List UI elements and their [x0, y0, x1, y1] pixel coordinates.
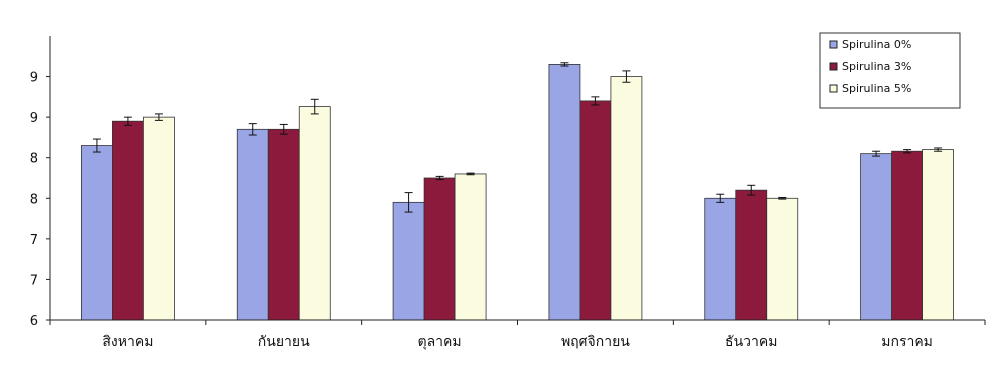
bar-spirulina-5--0 [143, 116, 175, 321]
bar-spirulina-3--2 [423, 177, 456, 321]
bar-spirulina-3--4 [735, 189, 768, 321]
y-tick-label: 7 [30, 273, 38, 288]
legend: Spirulina 0% Spirulina 3% Spirulina 5% [819, 32, 961, 109]
y-tick-label: 7 [30, 233, 38, 248]
legend-label: Spirulina 3% [842, 60, 911, 73]
legend-swatch [829, 40, 838, 49]
legend-box [819, 32, 961, 109]
legend-label: Spirulina 5% [842, 82, 911, 95]
x-tick-label: ธันวาคม [725, 334, 777, 350]
y-axis: 6 7 7 8 8 9 9 [30, 36, 51, 329]
bar-spirulina-3--5 [891, 150, 923, 321]
y-tick-label: 9 [30, 111, 38, 126]
bar-spirulina-0--2 [392, 201, 425, 321]
x-tick-label: ตุลาคม [418, 334, 462, 350]
x-tick-label: สิงหาคม [102, 334, 153, 350]
x-tick-label: พฤศจิกายน [561, 334, 630, 350]
y-tick-label: 6 [30, 314, 38, 329]
bar-spirulina-5--4 [766, 197, 799, 321]
bar-spirulina-5--1 [298, 106, 331, 321]
y-tick-label: 9 [30, 71, 38, 86]
x-axis: สิงหาคม กันยายน ตุลาคม พฤศจิกายน ธันวาคม มกรา… [49, 319, 986, 350]
bar-spirulina-5--3 [610, 76, 643, 321]
bar-spirulina-3--0 [112, 120, 144, 321]
bar-spirulina-5--5 [922, 149, 954, 321]
bar-spirulina-0--5 [860, 153, 892, 321]
y-tick-label: 8 [30, 152, 38, 167]
bar-spirulina-3--1 [267, 128, 300, 321]
bar-spirulina-0--4 [704, 197, 737, 321]
bar-spirulina-0--0 [81, 145, 113, 321]
bar-spirulina-0--1 [236, 128, 269, 321]
legend-swatch [829, 62, 838, 71]
bar-spirulina-5--2 [454, 173, 487, 321]
y-tick-label: 8 [30, 192, 38, 207]
legend-swatch [829, 84, 838, 93]
x-tick-label: มกราคม [881, 334, 933, 350]
legend-label: Spirulina 0% [842, 38, 911, 51]
bar-spirulina-3--3 [579, 100, 612, 321]
bars [81, 62, 954, 321]
x-tick-label: กันยายน [258, 334, 310, 350]
bar-spirulina-0--3 [548, 64, 581, 321]
